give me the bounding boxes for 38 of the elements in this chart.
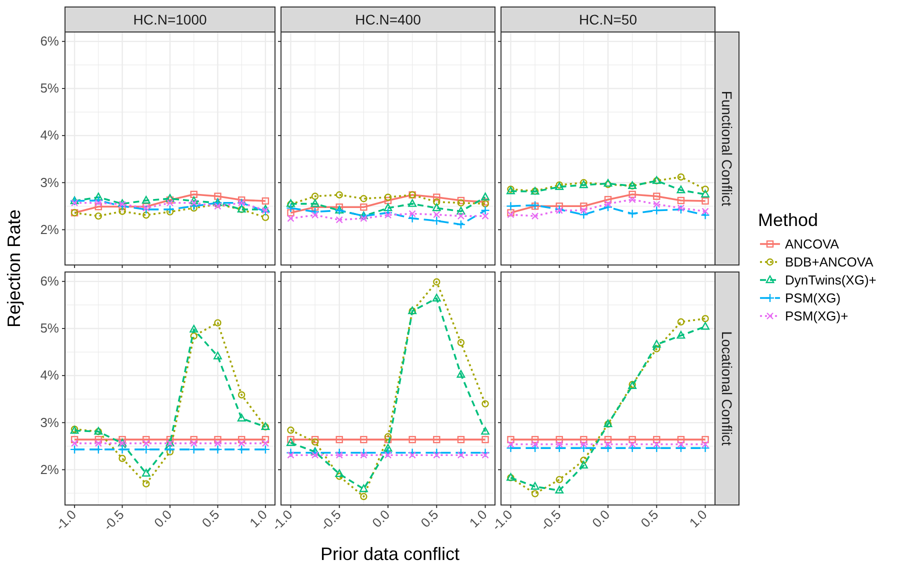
x-tick-label: 1.0 <box>466 506 490 530</box>
y-tick-label: 2% <box>40 222 60 237</box>
x-tick-label: 1.0 <box>686 506 710 530</box>
legend-label: PSM(XG) <box>785 290 841 306</box>
x-tick-label: 0.0 <box>369 506 393 530</box>
x-tick-label: -1.0 <box>488 506 516 534</box>
x-tick-label: -0.5 <box>537 506 564 534</box>
y-axis-title: Rejection Rate <box>4 209 24 328</box>
x-tick-label: 0.0 <box>589 506 613 530</box>
x-tick-label: -0.5 <box>100 506 127 534</box>
chart-title: HC.N=1000 <box>133 12 207 28</box>
y-tick-label: 3% <box>40 174 60 190</box>
y-tick-label: 6% <box>40 274 60 289</box>
x-tick-label: 0.5 <box>418 506 442 530</box>
x-tick-label: -1.0 <box>268 506 296 534</box>
legend-label: DynTwins(XG)+ <box>785 272 876 288</box>
x-tick-label: 0.5 <box>198 506 222 530</box>
y-tick-label: 5% <box>40 80 60 96</box>
chart-title: HC.N=400 <box>355 12 422 28</box>
x-tick-label: 0.0 <box>151 506 175 530</box>
y-tick-label: 5% <box>40 320 60 336</box>
y-tick-label: 2% <box>40 462 60 477</box>
chart-title: HC.N=50 <box>579 12 638 28</box>
y-tick-label: 4% <box>40 128 60 143</box>
y-tick-label: 6% <box>40 34 60 49</box>
x-tick-label: 1.0 <box>246 506 270 530</box>
text: Locational Conflict <box>719 331 735 446</box>
legend-title: Method <box>758 210 818 230</box>
x-tick-label: 0.5 <box>638 506 662 530</box>
y-tick-label: 3% <box>40 414 60 430</box>
text: Functional Conflict <box>719 90 735 206</box>
legend-label: ANCOVA <box>785 236 840 252</box>
x-tick-label: -0.5 <box>317 506 344 534</box>
legend-label: BDB+ANCOVA <box>785 254 874 270</box>
x-axis-title: Prior data conflict <box>320 544 460 564</box>
legend-label: PSM(XG)+ <box>785 308 848 324</box>
x-tick-label: -1.0 <box>52 506 80 534</box>
y-tick-label: 4% <box>40 368 60 383</box>
